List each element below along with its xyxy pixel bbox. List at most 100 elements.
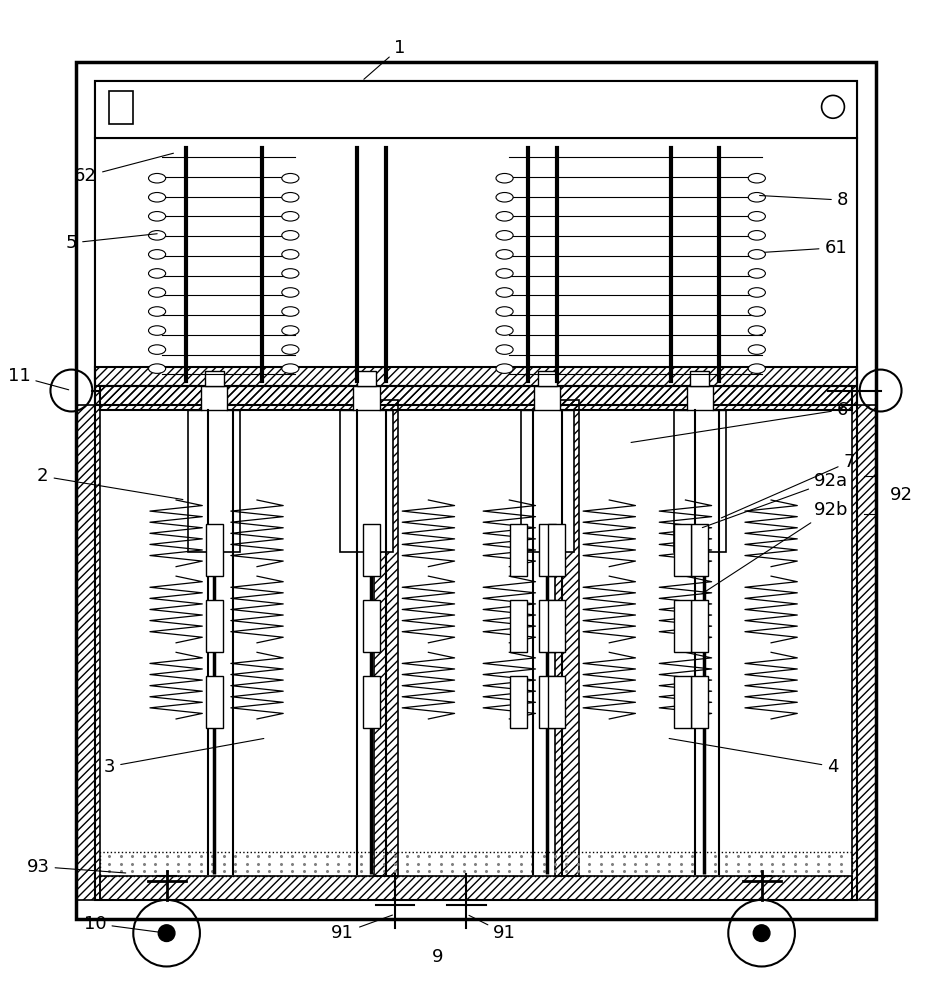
Ellipse shape — [748, 269, 765, 278]
Bar — [539, 676, 556, 728]
Text: 5: 5 — [66, 234, 157, 252]
Ellipse shape — [748, 364, 765, 373]
Ellipse shape — [282, 173, 299, 183]
Bar — [674, 676, 691, 728]
Bar — [534, 386, 561, 410]
Bar — [95, 81, 857, 138]
Ellipse shape — [282, 231, 299, 240]
Ellipse shape — [149, 173, 166, 183]
Ellipse shape — [496, 173, 513, 183]
Bar — [686, 386, 713, 410]
Ellipse shape — [496, 364, 513, 373]
Bar — [206, 524, 223, 576]
Ellipse shape — [496, 288, 513, 297]
Bar — [100, 852, 852, 876]
Text: 61: 61 — [764, 239, 847, 257]
Bar — [673, 410, 725, 552]
Bar — [76, 62, 876, 919]
Ellipse shape — [748, 231, 765, 240]
Text: 4: 4 — [669, 738, 839, 776]
Bar — [548, 676, 565, 728]
Text: 92b: 92b — [702, 501, 848, 594]
Bar — [522, 410, 573, 552]
Text: 62: 62 — [74, 153, 173, 185]
Text: 1: 1 — [364, 39, 406, 79]
Text: 11: 11 — [8, 367, 69, 390]
Bar — [206, 676, 223, 728]
Bar — [95, 138, 857, 386]
Ellipse shape — [496, 231, 513, 240]
Bar — [691, 524, 708, 576]
Ellipse shape — [149, 250, 166, 259]
Text: 3: 3 — [104, 738, 264, 776]
Ellipse shape — [149, 307, 166, 316]
Ellipse shape — [282, 345, 299, 354]
Bar — [206, 600, 223, 652]
Text: 93: 93 — [27, 858, 126, 876]
Text: 92a: 92a — [703, 472, 848, 528]
Ellipse shape — [149, 231, 166, 240]
Ellipse shape — [149, 288, 166, 297]
Ellipse shape — [282, 212, 299, 221]
Bar — [363, 524, 380, 576]
Ellipse shape — [748, 307, 765, 316]
Ellipse shape — [149, 269, 166, 278]
Text: 91: 91 — [469, 915, 516, 942]
Bar — [188, 410, 240, 552]
Ellipse shape — [496, 212, 513, 221]
Bar — [538, 371, 557, 386]
Bar — [100, 386, 852, 410]
Bar — [363, 600, 380, 652]
Ellipse shape — [282, 250, 299, 259]
Ellipse shape — [282, 364, 299, 373]
Text: 2: 2 — [37, 467, 183, 500]
Ellipse shape — [748, 193, 765, 202]
Text: 91: 91 — [331, 915, 392, 942]
Bar — [548, 524, 565, 576]
Bar — [674, 524, 691, 576]
Ellipse shape — [496, 269, 513, 278]
Bar — [95, 81, 857, 900]
Ellipse shape — [282, 269, 299, 278]
Text: 7: 7 — [722, 453, 855, 518]
Ellipse shape — [748, 250, 765, 259]
Bar — [363, 676, 380, 728]
Text: 10: 10 — [84, 915, 164, 933]
Bar — [205, 371, 224, 386]
Bar — [555, 400, 579, 876]
Ellipse shape — [149, 364, 166, 373]
Bar — [357, 371, 376, 386]
Bar — [95, 367, 857, 405]
Bar — [691, 600, 708, 652]
Ellipse shape — [149, 345, 166, 354]
Bar — [76, 405, 100, 900]
Bar — [674, 600, 691, 652]
Bar — [852, 405, 876, 900]
Bar — [341, 410, 392, 552]
Ellipse shape — [149, 326, 166, 335]
Bar — [510, 600, 527, 652]
Ellipse shape — [282, 193, 299, 202]
Bar — [374, 400, 398, 876]
Ellipse shape — [282, 307, 299, 316]
Text: 9: 9 — [432, 948, 444, 966]
Bar — [201, 386, 228, 410]
Bar — [100, 876, 852, 900]
Ellipse shape — [282, 326, 299, 335]
Text: 92: 92 — [890, 486, 913, 504]
Ellipse shape — [496, 345, 513, 354]
Circle shape — [753, 925, 770, 941]
Bar — [109, 91, 133, 124]
Bar — [690, 371, 709, 386]
Bar — [510, 676, 527, 728]
Ellipse shape — [496, 326, 513, 335]
Ellipse shape — [748, 345, 765, 354]
Ellipse shape — [748, 173, 765, 183]
Ellipse shape — [748, 212, 765, 221]
Bar — [539, 524, 556, 576]
Bar — [691, 676, 708, 728]
Text: 8: 8 — [760, 191, 848, 209]
Ellipse shape — [149, 212, 166, 221]
Bar — [353, 386, 380, 410]
Ellipse shape — [496, 193, 513, 202]
